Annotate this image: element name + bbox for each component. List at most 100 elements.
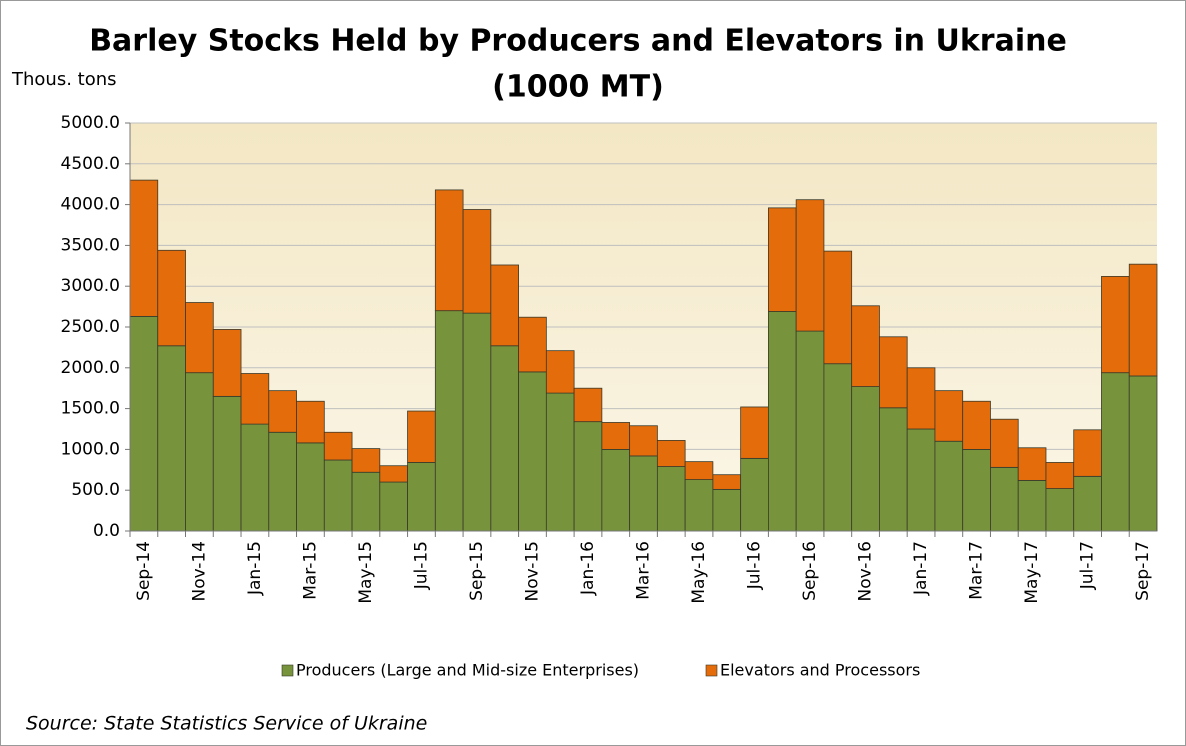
bar-segment bbox=[212, 329, 242, 397]
bar-segment bbox=[1128, 263, 1158, 377]
bar-segment bbox=[518, 371, 547, 532]
x-tick-label: Jan-16 bbox=[578, 541, 598, 596]
bar-segment bbox=[185, 302, 214, 374]
y-tick-label: 3500.0 bbox=[61, 235, 120, 255]
bar-segment bbox=[712, 474, 742, 490]
bar-segment bbox=[851, 305, 880, 387]
bar-segment bbox=[185, 372, 214, 532]
bar-segment bbox=[851, 386, 880, 532]
x-tick-label: Mar-17 bbox=[967, 541, 987, 600]
x-tick-label: Nov-15 bbox=[522, 541, 542, 602]
bar-segment bbox=[379, 465, 408, 483]
y-tick-label: 2000.0 bbox=[61, 358, 120, 378]
bar-segment bbox=[740, 457, 769, 532]
bar-segment bbox=[990, 418, 1019, 468]
bar-segment bbox=[545, 350, 575, 394]
bar-segment bbox=[768, 311, 797, 532]
bar-segment bbox=[296, 442, 325, 532]
bar-segment bbox=[296, 400, 325, 444]
x-tick-label: Mar-15 bbox=[300, 541, 320, 600]
bar-segment bbox=[212, 395, 242, 532]
bar-segment bbox=[351, 448, 381, 473]
bar-segment bbox=[240, 373, 270, 425]
x-tick-label: Jul-15 bbox=[411, 541, 431, 590]
bar-segment bbox=[601, 422, 631, 450]
bar-segment bbox=[1128, 375, 1158, 532]
x-tick-label: Sep-17 bbox=[1133, 541, 1153, 601]
bar-segment bbox=[1017, 480, 1047, 532]
bar-segment bbox=[740, 406, 769, 459]
bar-segment bbox=[629, 425, 658, 457]
x-tick-label: May-17 bbox=[1022, 541, 1042, 604]
bar-segment bbox=[990, 466, 1019, 532]
legend-label: Producers (Large and Mid-size Enterprise… bbox=[296, 661, 639, 680]
bar-segment bbox=[462, 209, 492, 314]
bar-segment bbox=[934, 440, 964, 532]
bar-segment bbox=[462, 312, 492, 532]
x-tick-label: Sep-14 bbox=[134, 541, 154, 601]
x-tick-label: Jan-15 bbox=[245, 541, 265, 596]
legend-swatch bbox=[705, 664, 718, 677]
bar-segment bbox=[157, 249, 186, 347]
bar-segment bbox=[879, 407, 908, 532]
bar-segment bbox=[684, 479, 714, 532]
bar-segment bbox=[1017, 447, 1047, 481]
bar-segment bbox=[129, 315, 159, 532]
bar-segment bbox=[351, 471, 381, 532]
bar-segment bbox=[962, 400, 991, 450]
bar-segment bbox=[573, 387, 603, 423]
y-tick-label: 4500.0 bbox=[61, 154, 120, 174]
bar-segment bbox=[1073, 429, 1102, 477]
bar-segment bbox=[240, 423, 270, 532]
y-tick-label: 0.0 bbox=[93, 521, 120, 541]
x-tick-label: Mar-16 bbox=[634, 541, 654, 600]
x-tick-label: Jul-17 bbox=[1078, 541, 1098, 590]
bar-segment bbox=[490, 345, 519, 532]
bar-segment bbox=[656, 440, 686, 467]
bar-segment bbox=[934, 390, 964, 442]
bar-segment bbox=[629, 455, 658, 532]
x-tick-label: Sep-15 bbox=[467, 541, 487, 601]
bar-segment bbox=[434, 310, 464, 532]
bar-segment bbox=[573, 421, 603, 532]
legend-label: Elevators and Processors bbox=[720, 661, 920, 680]
bar-segment bbox=[407, 410, 436, 463]
source: Source: State Statistics Service of Ukra… bbox=[26, 713, 427, 735]
y-axis-label: Thous. tons bbox=[11, 69, 117, 90]
bar-segment bbox=[518, 316, 547, 373]
bar-segment bbox=[1045, 488, 1075, 532]
bar-segment bbox=[1073, 475, 1102, 532]
bar-segment bbox=[268, 390, 297, 433]
bar-segment bbox=[823, 250, 853, 365]
bar-segment bbox=[323, 431, 353, 461]
bar-segment bbox=[684, 461, 714, 480]
y-tick-label: 1000.0 bbox=[61, 439, 120, 459]
x-tick-label: Jul-16 bbox=[745, 541, 765, 590]
y-tick-label: 4000.0 bbox=[61, 195, 120, 215]
chart-subtitle: (1000 MT) bbox=[492, 70, 664, 105]
bar-segment bbox=[1101, 276, 1130, 374]
y-tick-label: 1500.0 bbox=[61, 399, 120, 419]
chart-title: Barley Stocks Held by Producers and Elev… bbox=[89, 24, 1067, 59]
x-tick-label: Nov-16 bbox=[856, 541, 876, 602]
bar-segment bbox=[601, 448, 631, 532]
x-tick-label: Nov-14 bbox=[189, 541, 209, 602]
x-tick-label: Sep-16 bbox=[800, 541, 820, 601]
bar-segment bbox=[545, 392, 575, 532]
bar-segment bbox=[879, 336, 908, 409]
y-tick-label: 2500.0 bbox=[61, 317, 120, 337]
x-tick-label: Jan-17 bbox=[911, 541, 931, 596]
y-tick-label: 3000.0 bbox=[61, 276, 120, 296]
bar-segment bbox=[768, 207, 797, 312]
bar-segment bbox=[157, 345, 186, 532]
bar-segment bbox=[962, 448, 991, 532]
bar-segment bbox=[434, 189, 464, 312]
x-tick-label: May-16 bbox=[689, 541, 709, 604]
bar-segment bbox=[1101, 372, 1130, 532]
bar-segment bbox=[906, 428, 936, 532]
bar-segment bbox=[795, 330, 825, 532]
bar-segment bbox=[268, 431, 297, 532]
y-tick-label: 5000.0 bbox=[61, 113, 120, 133]
bar-segment bbox=[823, 363, 853, 532]
